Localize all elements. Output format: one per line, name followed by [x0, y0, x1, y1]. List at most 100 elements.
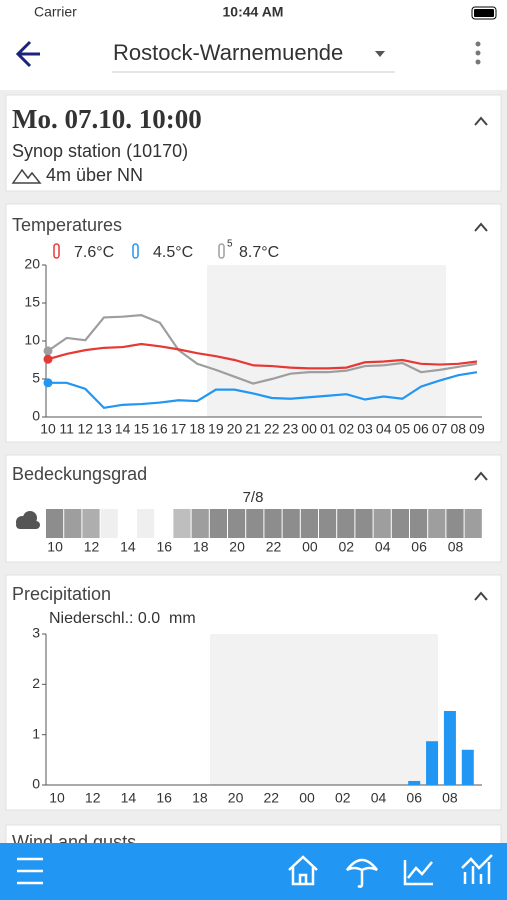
cover-cell: [373, 509, 391, 538]
x-tick-label: 07: [432, 421, 448, 437]
x-tick-label: 02: [339, 421, 355, 437]
x-tick-label: 21: [245, 421, 261, 437]
x-tick-label: 10: [49, 790, 65, 806]
x-tick-label: 06: [413, 421, 429, 437]
x-tick-label: 16: [152, 421, 168, 437]
x-tick-label: 01: [320, 421, 336, 437]
cover-cell: [446, 509, 464, 538]
bottom-nav: [0, 843, 507, 900]
collapse[interactable]: [474, 591, 488, 601]
x-tick-label: 18: [192, 790, 208, 806]
cover-cell: [428, 509, 446, 538]
cloud-card: [5, 454, 502, 563]
bar: [426, 741, 439, 785]
legend-icon: [53, 243, 60, 259]
x-tick-label: 12: [84, 539, 100, 555]
cover-cell: [282, 509, 300, 538]
current-cover: 7/8: [243, 489, 264, 506]
card-title: Bedeckungsgrad: [12, 464, 147, 484]
legend-sup: 5: [227, 239, 233, 250]
cover-cell: [209, 509, 227, 538]
x-tick-label: 00: [299, 790, 315, 806]
dropdown-arrow[interactable]: [375, 51, 385, 57]
collapse[interactable]: [474, 116, 488, 126]
x-tick-label: 08: [451, 421, 467, 437]
mountain-icon: [11, 168, 42, 184]
x-tick-label: 05: [395, 421, 411, 437]
cover-cell: [155, 509, 173, 538]
x-tick-label: 12: [78, 421, 94, 437]
x-tick-label: 19: [208, 421, 224, 437]
y-tick-label: 0: [32, 776, 40, 792]
observation-time: Mo. 07.10. 10:00: [12, 104, 202, 134]
x-tick-label: 14: [121, 790, 137, 806]
current-point: [43, 346, 53, 356]
bar: [408, 780, 421, 785]
x-tick-label: 16: [157, 539, 173, 555]
y-tick-label: 0: [32, 408, 40, 424]
x-tick-label: 20: [228, 790, 244, 806]
collapse[interactable]: [474, 222, 488, 232]
y-tick-label: 3: [32, 625, 40, 641]
collapse[interactable]: [474, 471, 488, 481]
y-tick-label: 20: [24, 256, 40, 272]
bar: [461, 749, 474, 785]
x-tick-label: 03: [357, 421, 373, 437]
card-title: Precipitation: [12, 584, 111, 604]
x-tick-label: 02: [339, 539, 355, 555]
x-tick-label: 14: [115, 421, 131, 437]
y-tick-label: 1: [32, 725, 40, 741]
cover-cell: [191, 509, 209, 538]
cover-cell: [82, 509, 100, 538]
x-tick-label: 14: [120, 539, 136, 555]
cover-cell: [64, 509, 82, 538]
x-tick-label: 02: [335, 790, 351, 806]
x-tick-label: 04: [375, 539, 391, 555]
current-point: [43, 378, 53, 388]
home[interactable]: [288, 855, 318, 886]
precip-legend: Niederschl.: 0.0 mm: [49, 610, 196, 627]
cover-cell: [173, 509, 191, 538]
bar: [443, 711, 456, 785]
trend[interactable]: [403, 860, 433, 886]
umbrella[interactable]: [346, 858, 378, 888]
x-tick-label: 18: [189, 421, 205, 437]
night-shade: [210, 634, 438, 785]
x-tick-label: 15: [133, 421, 149, 437]
legend-icon: [132, 243, 139, 259]
x-tick-label: 22: [264, 790, 280, 806]
top-bar: [0, 0, 507, 90]
cover-cell: [118, 509, 136, 538]
station-id: Synop station (10170): [12, 141, 188, 161]
x-tick-label: 08: [442, 790, 458, 806]
y-tick-label: 10: [24, 332, 40, 348]
current-point: [43, 354, 53, 364]
menu-button[interactable]: [475, 41, 481, 65]
legend-icon: [218, 243, 225, 259]
altitude: 4m über NN: [46, 165, 143, 185]
temp-line: [48, 371, 478, 410]
station-select[interactable]: Rostock-Warnemuende: [113, 40, 343, 65]
battery-level: [474, 9, 494, 17]
cover-cell: [137, 509, 155, 538]
observation-card: [5, 94, 502, 192]
carrier: Carrier: [34, 4, 77, 20]
x-tick-label: 16: [156, 790, 172, 806]
x-tick-label: 00: [302, 539, 318, 555]
x-tick-label: 00: [301, 421, 317, 437]
x-tick-label: 20: [227, 421, 243, 437]
charts[interactable]: [461, 854, 493, 884]
card-title: Temperatures: [12, 215, 122, 235]
back-button[interactable]: [15, 40, 40, 68]
x-tick-label: 04: [371, 790, 387, 806]
cover-cell: [355, 509, 373, 538]
x-tick-label: 23: [283, 421, 299, 437]
clock: 10:44 AM: [223, 4, 284, 20]
legend-value: 4.5°C: [153, 244, 193, 261]
menu[interactable]: [17, 857, 43, 885]
x-tick-label: 12: [85, 790, 101, 806]
x-tick-label: 06: [411, 539, 427, 555]
temp-line: [47, 314, 478, 385]
x-tick-label: 10: [47, 539, 63, 555]
